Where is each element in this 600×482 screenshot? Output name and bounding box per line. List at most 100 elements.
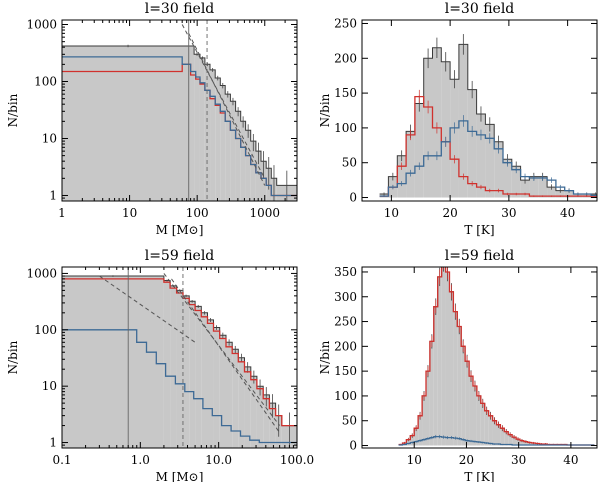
total-bar (476, 395, 481, 446)
total-bar (163, 280, 171, 448)
x-tick-label: 1 (58, 206, 66, 220)
panel-title: l=30 field (445, 1, 515, 17)
total-bar (62, 276, 164, 448)
total-bar (215, 78, 221, 201)
x-axis-label: T [K] (464, 223, 494, 237)
total-bar (496, 424, 501, 446)
total-bar (523, 441, 528, 446)
total-bar (62, 45, 195, 201)
x-tick-label: 10.0 (205, 453, 232, 467)
total-bar (170, 285, 177, 448)
total-bar (512, 437, 517, 446)
series-blue (379, 120, 597, 197)
y-tick-label: 200 (334, 339, 357, 353)
panel-title: l=59 field (445, 248, 515, 264)
x-tick-label: 10 (384, 206, 399, 220)
total-bar (269, 403, 276, 448)
total-bar (410, 435, 415, 446)
total-bar (219, 335, 226, 448)
total-bar (245, 130, 251, 201)
total-bar (250, 141, 256, 201)
fit-line (171, 278, 281, 433)
y-tick-label: 150 (334, 86, 357, 100)
total-histogram-outline (62, 45, 297, 186)
total-bar (503, 159, 512, 198)
total-bar (235, 111, 241, 201)
total-bar (492, 420, 497, 446)
total-bar (232, 349, 239, 448)
total-bar (256, 386, 264, 448)
x-axis-label: M [M⊙] (156, 223, 204, 237)
total-bar (465, 361, 470, 446)
total-bar (225, 94, 231, 201)
x-tick-label: 20 (459, 453, 474, 467)
y-tick-label: 250 (334, 315, 357, 329)
fit-line (188, 33, 266, 186)
total-bar (210, 69, 216, 201)
fit-line (181, 24, 266, 179)
total-bar (225, 342, 233, 448)
x-axis-label: T [K] (464, 470, 494, 482)
total-bar (469, 376, 473, 446)
panel-temp-l30: 10 20 30 40 0 50 100 150 200 250 l=30 field T [K] N/… (318, 1, 598, 237)
y-tick-label: 50 (342, 156, 357, 170)
total-bar (433, 306, 438, 446)
axes-frame (361, 266, 598, 449)
x-tick-label: 40 (563, 453, 578, 467)
panel-mass-l30: 1 10 100 1000 1 10 100 1000 l=30 field M [M⊙] N/bi… (6, 1, 298, 237)
total-bar (511, 166, 521, 198)
total-bar (485, 124, 495, 198)
y-tick-label: 50 (342, 414, 357, 428)
plot-area (62, 267, 297, 448)
total-bar (195, 306, 202, 448)
total-bar (182, 295, 190, 448)
y-tick-label: 250 (334, 16, 357, 30)
total-bar (441, 267, 446, 446)
y-tick-label: 300 (334, 290, 357, 304)
total-bar (519, 440, 524, 446)
y-tick-label: 100 (334, 121, 357, 135)
total-bar (527, 442, 532, 446)
y-tick-label: 1 (49, 188, 57, 202)
total-bar (449, 291, 454, 446)
total-bar (423, 58, 433, 198)
y-tick-label: 100 (34, 323, 57, 337)
total-bar (397, 155, 407, 198)
series-red (379, 95, 597, 198)
panel-temp-l59: 10 20 30 40 0 50 100 150 200 250 300 350 l=59 field T… (318, 248, 598, 482)
total-bar (461, 346, 466, 446)
y-tick-label: 1 (49, 436, 57, 450)
panel-title: l=30 field (145, 1, 215, 17)
y-tick-label: 10 (42, 131, 57, 145)
total-bar (529, 176, 539, 198)
total-bar (520, 180, 530, 198)
total-bar (467, 89, 477, 198)
x-tick-label: 1000 (249, 206, 280, 220)
y-tick-label: 350 (334, 265, 357, 279)
total-bar (480, 403, 485, 446)
total-bar (230, 101, 236, 201)
total-bar (450, 79, 459, 198)
total-bar (199, 57, 205, 201)
total-bar (508, 434, 513, 446)
y-tick-label: 1000 (26, 266, 57, 280)
total-bar (240, 121, 246, 201)
total-bar (500, 428, 505, 446)
x-tick-label: 40 (560, 206, 575, 220)
axes-frame (361, 19, 598, 202)
total-bar (406, 131, 415, 198)
total-bar (555, 190, 565, 198)
x-tick-label: 10 (407, 453, 422, 467)
y-axis-label: N/bin (318, 93, 332, 127)
plot-area (62, 20, 297, 201)
x-tick-label: 100.0 (280, 453, 314, 467)
total-bar (261, 161, 267, 201)
total-bar (445, 271, 450, 446)
axes-frame (61, 19, 298, 202)
total-bar (176, 290, 183, 448)
total-bar (453, 311, 458, 446)
total-bar (531, 443, 536, 446)
y-tick-label: 0 (349, 191, 357, 205)
x-axis-label: M [M⊙] (156, 470, 204, 482)
